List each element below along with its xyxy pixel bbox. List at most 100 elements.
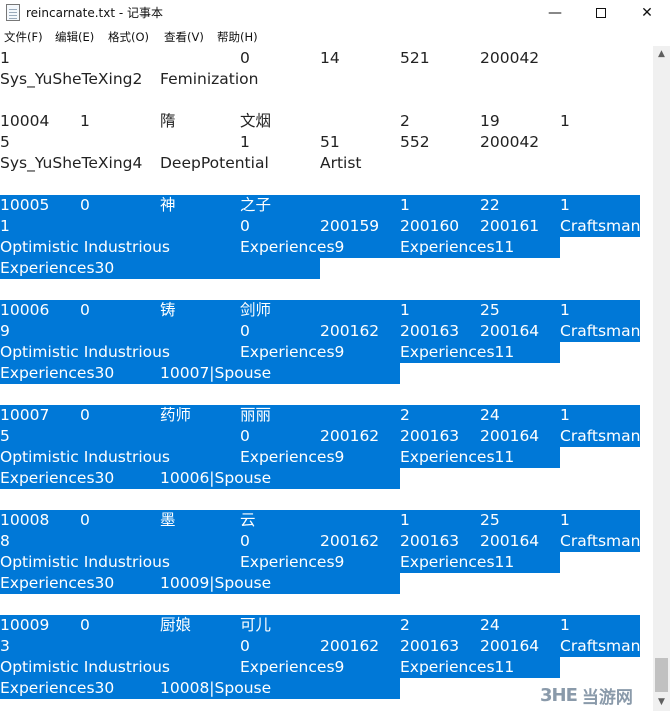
menu-format[interactable]: 格式(O) xyxy=(108,30,150,44)
text-line[interactable]: 10004 1 隋 文烟 2 19 1 xyxy=(0,111,653,132)
text-line[interactable] xyxy=(0,174,653,195)
text-line[interactable]: Experiences30 xyxy=(0,258,653,279)
text-cell: Artist xyxy=(320,154,362,172)
text-cell: 51 xyxy=(320,133,340,151)
text-cell: 1 xyxy=(80,112,90,130)
text-cell: Experiences11 xyxy=(400,238,515,256)
text-cell: 200042 xyxy=(480,133,540,151)
text-cell: Sys_YuSheTeXing4 xyxy=(0,154,143,172)
text-cell: Experiences30 xyxy=(0,679,115,697)
text-cell: 0 xyxy=(240,49,250,67)
text-line[interactable]: 10009 0 厨娘 可儿 2 24 1 xyxy=(0,615,653,636)
text-cell: Experiences11 xyxy=(400,658,515,676)
text-cell: DeepPotential xyxy=(160,154,269,172)
minimize-button[interactable]: — xyxy=(532,0,578,26)
scroll-up-icon[interactable]: ▲ xyxy=(658,49,665,59)
text-line[interactable]: 10005 0 神 之子 1 22 1 xyxy=(0,195,653,216)
text-line[interactable]: 3 0 200162 200163 200164 Craftsman xyxy=(0,636,653,657)
text-line[interactable] xyxy=(0,594,653,615)
text-cell: Optimistic Industrious xyxy=(0,238,171,256)
text-cell: 5 xyxy=(0,133,10,151)
text-line[interactable]: Sys_YuSheTeXing2 Feminization xyxy=(0,69,653,90)
text-line[interactable]: 8 0 200162 200163 200164 Craftsman xyxy=(0,531,653,552)
text-line[interactable]: Optimistic Industrious Experiences9 Experi… xyxy=(0,447,653,468)
text-line[interactable]: 9 0 200162 200163 200164 Craftsman xyxy=(0,321,653,342)
text-cell: 25 xyxy=(480,511,500,529)
text-cell: 22 xyxy=(480,196,500,214)
text-line[interactable]: Optimistic Industrious Experiences9 Experi… xyxy=(0,552,653,573)
text-cell: 10006 xyxy=(0,301,50,319)
menu-edit[interactable]: 编辑(E) xyxy=(55,30,95,44)
text-line[interactable]: 1 0 14 521 200042 xyxy=(0,48,653,69)
text-line[interactable]: 10007 0 药师 丽丽 2 24 1 xyxy=(0,405,653,426)
scroll-down-icon[interactable]: ▼ xyxy=(658,697,665,707)
text-cell: 24 xyxy=(480,616,500,634)
text-cell: 19 xyxy=(480,112,500,130)
text-cell: Experiences9 xyxy=(240,343,345,361)
selection-highlight xyxy=(0,552,560,573)
text-cell: 200163 xyxy=(400,322,460,340)
text-cell: 2 xyxy=(400,112,410,130)
selection-highlight xyxy=(0,468,400,489)
text-cell: 1 xyxy=(560,616,570,634)
text-editor[interactable]: 1 0 14 521 200042 Sys_YuSheTeXing2 Feminizatio… xyxy=(0,46,653,711)
text-cell: 200159 xyxy=(320,217,380,235)
text-line[interactable]: Experiences30 10008|Spouse xyxy=(0,678,653,699)
text-cell: Craftsman xyxy=(560,217,641,235)
text-line[interactable] xyxy=(0,384,653,405)
title-bar: reincarnate.txt - 记事本 — ✕ xyxy=(0,0,670,26)
selection-highlight xyxy=(0,531,640,552)
text-line[interactable] xyxy=(0,90,653,111)
watermark-logo: 3HE xyxy=(540,684,578,706)
text-line[interactable]: 1 0 200159 200160 200161 Craftsman xyxy=(0,216,653,237)
text-line[interactable]: Experiences30 10007|Spouse xyxy=(0,363,653,384)
text-cell: 0 xyxy=(240,217,250,235)
text-cell: 3 xyxy=(0,637,10,655)
text-cell: Experiences9 xyxy=(240,238,345,256)
text-cell: 10008|Spouse xyxy=(160,679,272,697)
text-cell: 10009|Spouse xyxy=(160,574,272,592)
vertical-scrollbar[interactable]: ▲ ▼ xyxy=(653,46,670,711)
text-cell: 2 xyxy=(400,616,410,634)
text-line[interactable]: Experiences30 10006|Spouse xyxy=(0,468,653,489)
text-cell: 25 xyxy=(480,301,500,319)
menu-help[interactable]: 帮助(H) xyxy=(217,30,258,44)
text-cell: 200162 xyxy=(320,427,380,445)
selection-highlight xyxy=(0,300,640,321)
text-cell: Feminization xyxy=(160,70,259,88)
text-cell: Experiences30 xyxy=(0,574,115,592)
close-button[interactable]: ✕ xyxy=(624,0,670,26)
text-line[interactable] xyxy=(0,489,653,510)
text-cell: 1 xyxy=(0,217,10,235)
text-cell: Experiences9 xyxy=(240,658,345,676)
selection-highlight xyxy=(0,657,560,678)
window-title: reincarnate.txt - 记事本 xyxy=(26,6,163,20)
text-cell: Craftsman xyxy=(560,427,641,445)
selection-highlight xyxy=(0,447,560,468)
text-line[interactable] xyxy=(0,279,653,300)
text-line[interactable]: Experiences30 10009|Spouse xyxy=(0,573,653,594)
text-line[interactable]: Optimistic Industrious Experiences9 Experi… xyxy=(0,342,653,363)
text-cell: 1 xyxy=(560,196,570,214)
menu-view[interactable]: 查看(V) xyxy=(164,30,204,44)
maximize-button[interactable] xyxy=(578,0,624,26)
menu-file[interactable]: 文件(F) xyxy=(4,30,43,44)
text-cell: Craftsman xyxy=(560,322,641,340)
text-line[interactable]: 10008 0 墨 云 1 25 1 xyxy=(0,510,653,531)
text-cell: 200163 xyxy=(400,532,460,550)
text-cell: 云 xyxy=(240,511,256,529)
scroll-thumb[interactable] xyxy=(655,658,668,692)
text-cell: 0 xyxy=(80,406,90,424)
text-cell: Experiences9 xyxy=(240,448,345,466)
text-cell: Experiences9 xyxy=(240,553,345,571)
text-line[interactable]: Sys_YuSheTeXing4 DeepPotential Artist xyxy=(0,153,653,174)
text-line[interactable]: 5 1 51 552 200042 xyxy=(0,132,653,153)
text-line[interactable]: Optimistic Industrious Experiences9 Experi… xyxy=(0,237,653,258)
text-cell: 24 xyxy=(480,406,500,424)
text-line[interactable]: 10006 0 铸 剑师 1 25 1 xyxy=(0,300,653,321)
text-line[interactable]: 5 0 200162 200163 200164 Craftsman xyxy=(0,426,653,447)
selection-highlight xyxy=(0,405,640,426)
text-cell: 200164 xyxy=(480,532,540,550)
text-cell: 200162 xyxy=(320,637,380,655)
text-line[interactable]: Optimistic Industrious Experiences9 Experi… xyxy=(0,657,653,678)
